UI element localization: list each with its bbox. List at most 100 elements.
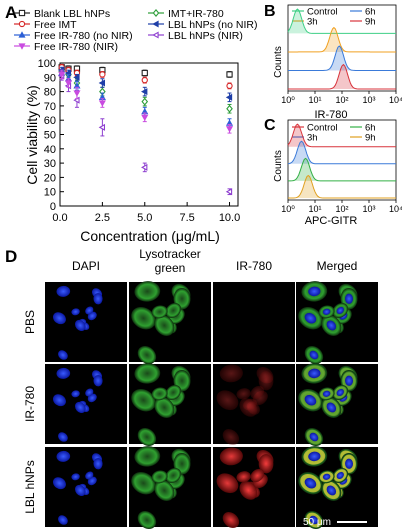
- panel-d-cell: [258, 371, 274, 391]
- panel-b-x-tick-label: 10⁴: [389, 95, 402, 105]
- panel-d-nucleus: [326, 402, 337, 413]
- panel-c-curve: [288, 174, 396, 199]
- panel-a-y-tick-label: 40: [44, 144, 56, 156]
- panel-a-y-axis: 0 10 20 30 40 50 60 70 80 90 100: [38, 58, 64, 213]
- panel-d-row-label: LBL hNPs: [23, 460, 37, 514]
- panel-d-nucleus: [93, 375, 103, 387]
- panel-d-cell: [151, 387, 168, 401]
- panel-b-x-tick-label: 10³: [362, 95, 375, 105]
- panel-a-legend-label: Free IR-780 (NIR): [34, 41, 118, 53]
- panel-d-nucleus: [336, 388, 344, 396]
- panel-a-data-point: [73, 73, 80, 81]
- panel-d-cell: [216, 473, 239, 494]
- panel-a-legend-label: Free IR-780 (no NIR): [34, 30, 133, 42]
- panel-a-marks: [57, 63, 234, 196]
- panel-a-data-point: [141, 77, 148, 84]
- panel-a-legend-label: Free IMT: [34, 19, 77, 31]
- panel-b-legend-label: 6h: [365, 7, 376, 18]
- panel-d-nucleus: [308, 368, 321, 379]
- panel-c-x-tick-label: 10²: [335, 204, 348, 214]
- panel-d-column-header: Lysotracker: [139, 247, 201, 261]
- panel-d-cell: [165, 467, 182, 483]
- panel-a-data-point: [225, 126, 234, 133]
- panel-b-x-tick-label: 10⁰: [281, 95, 295, 105]
- panel-b-curve: [288, 26, 396, 53]
- panel-letter-d: D: [5, 247, 17, 266]
- panel-c-curve: [288, 157, 396, 182]
- panel-d-nucleus: [322, 308, 331, 315]
- panel-d-column-header: Merged: [317, 259, 358, 273]
- panel-a-x-tick-label: 0.0: [52, 212, 67, 224]
- panel-d-nucleus: [93, 293, 103, 305]
- panel-a-legend-swatch-marker: [152, 20, 159, 28]
- panel-d-nucleus: [58, 350, 68, 360]
- panel-c-x-tick-label: 10³: [362, 204, 375, 214]
- panel-d-cell: [154, 396, 175, 418]
- panel-d-cell: [219, 364, 243, 383]
- panel-a-data-point: [141, 97, 149, 106]
- panel-d-cell: [250, 385, 265, 400]
- panel-d-nucleus: [326, 320, 337, 331]
- panel-a-data-point: [141, 69, 148, 77]
- panel-d-cell: [236, 388, 251, 400]
- panel-d-cell: [151, 305, 168, 319]
- panel-a-data-point: [99, 71, 106, 78]
- panel-a-x-tick-label: 5.0: [137, 212, 152, 224]
- panel-d-nucleus: [71, 473, 80, 481]
- panel-a-y-tick-label: 90: [44, 72, 56, 84]
- panel-c-x-axis: 10⁰ 10¹ 10² 10³ 10⁴: [281, 200, 402, 214]
- panel-a-y-tick-label: 50: [44, 130, 56, 142]
- panel-d-nucleus: [52, 394, 66, 407]
- panel-d-column-header: IR-780: [236, 259, 272, 273]
- panel-d-image-tile: [213, 282, 295, 362]
- panel-d-nucleus: [309, 515, 319, 525]
- panel-c-curve-fill: [288, 158, 396, 181]
- panel-d-cell: [131, 388, 156, 412]
- panel-d-nucleus: [58, 432, 68, 442]
- panel-a-data-point: [226, 104, 233, 113]
- panel-d-cell: [134, 281, 161, 302]
- scale-bar-label: 50 μm: [303, 517, 331, 528]
- panel-d-nucleus: [304, 477, 317, 489]
- panel-a-legend-label: LBL hNPs (NIR): [168, 30, 243, 42]
- panel-d-image-grid: [45, 281, 378, 530]
- panel-d-nucleus: [309, 350, 319, 360]
- panel-c-curve: [287, 140, 396, 165]
- panel-d-cell: [222, 429, 240, 445]
- panel-a-y-tick-label: 20: [44, 172, 56, 184]
- panel-c-curve-fill: [288, 124, 396, 147]
- panel-d-row-labels: PBS IR-780 LBL hNPs: [23, 310, 37, 514]
- panel-a-legend-label: IMT+IR-780: [168, 8, 224, 20]
- panel-a-legend-swatch-marker: [152, 31, 159, 39]
- panel-a-data-point: [225, 188, 233, 196]
- panel-a-x-tick-label: 2.5: [95, 212, 110, 224]
- panel-d-image-tile: [129, 363, 211, 447]
- panel-a-data-point: [73, 90, 81, 97]
- panel-b-curve-fill: [288, 64, 396, 89]
- panel-d-cell: [137, 428, 157, 447]
- panel-c-x-tick-label: 10⁰: [281, 204, 295, 214]
- panel-a-chart: Blank LBL hNPs IMT+IR-780 Free IMT LBL hNPs…: [14, 8, 257, 244]
- panel-d-image-tile: [45, 282, 127, 362]
- panel-d-cell: [239, 398, 258, 417]
- panel-a-data-point: [58, 71, 66, 79]
- panel-a-data-point: [98, 100, 106, 107]
- panel-letter-c: C: [264, 117, 276, 134]
- panel-a-series: [58, 63, 233, 78]
- panel-d-nucleus: [336, 471, 344, 479]
- panel-d-column-header: DAPI: [72, 259, 100, 273]
- panel-d-cell: [134, 446, 161, 467]
- panel-d-nucleus: [336, 306, 344, 314]
- panel-d-cell: [165, 302, 182, 318]
- panel-a-series: [58, 63, 233, 90]
- panel-d-column-header: green: [155, 261, 186, 275]
- panel-d-image-tile: [45, 447, 127, 527]
- panel-b-curve: [287, 8, 396, 34]
- panel-a-y-tick-label: 60: [44, 115, 56, 127]
- panel-a-legend-label: LBL hNPs (no NIR): [168, 19, 257, 31]
- panel-d-nucleus: [93, 458, 103, 470]
- panel-a-legend-swatch-marker: [18, 20, 26, 28]
- panel-a-series: [58, 69, 234, 134]
- panel-d-nucleus: [322, 390, 331, 397]
- panel-a-data-point: [141, 88, 148, 96]
